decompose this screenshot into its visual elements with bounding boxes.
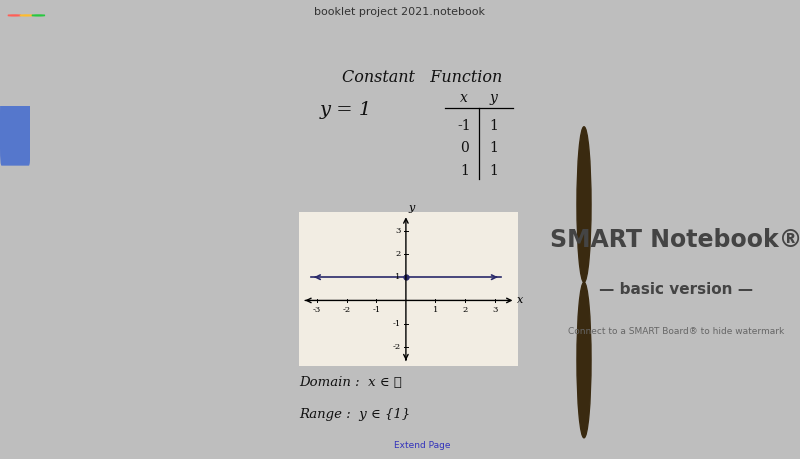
Text: 1: 1 xyxy=(489,141,498,156)
Text: -2: -2 xyxy=(393,343,401,351)
Text: y = 1: y = 1 xyxy=(320,101,372,119)
Text: 3: 3 xyxy=(492,306,498,313)
Text: y: y xyxy=(490,91,498,105)
Text: Range :  y ∈ {1}: Range : y ∈ {1} xyxy=(299,408,410,421)
Text: 1: 1 xyxy=(460,163,469,178)
Text: x: x xyxy=(461,91,468,105)
Circle shape xyxy=(20,15,33,16)
Text: 1: 1 xyxy=(489,119,498,133)
Circle shape xyxy=(8,15,21,16)
Text: 1: 1 xyxy=(489,163,498,178)
FancyBboxPatch shape xyxy=(0,95,30,166)
Text: -2: -2 xyxy=(342,306,350,313)
Circle shape xyxy=(577,127,591,282)
Text: SMART Notebook®: SMART Notebook® xyxy=(550,228,800,252)
Text: Domain :  x ∈ ℝ: Domain : x ∈ ℝ xyxy=(299,375,402,389)
Text: 3: 3 xyxy=(395,227,401,235)
Text: y: y xyxy=(409,203,415,213)
Text: 1: 1 xyxy=(395,273,401,281)
Text: -1: -1 xyxy=(372,306,381,313)
Text: -3: -3 xyxy=(313,306,322,313)
Text: 2: 2 xyxy=(462,306,468,313)
Text: -1: -1 xyxy=(458,119,471,133)
Text: 2: 2 xyxy=(395,250,401,258)
Circle shape xyxy=(32,15,45,16)
Text: booklet project 2021.notebook: booklet project 2021.notebook xyxy=(314,7,486,17)
Text: Constant   Function: Constant Function xyxy=(342,69,502,86)
Text: -1: -1 xyxy=(392,319,401,328)
Text: 0: 0 xyxy=(460,141,469,156)
Text: Connect to a SMART Board® to hide watermark: Connect to a SMART Board® to hide waterm… xyxy=(568,327,784,336)
Text: Extend Page: Extend Page xyxy=(394,441,450,449)
Text: 1: 1 xyxy=(433,306,438,313)
Text: — basic version —: — basic version — xyxy=(599,282,753,297)
Text: x: x xyxy=(517,296,523,305)
Circle shape xyxy=(577,282,591,438)
